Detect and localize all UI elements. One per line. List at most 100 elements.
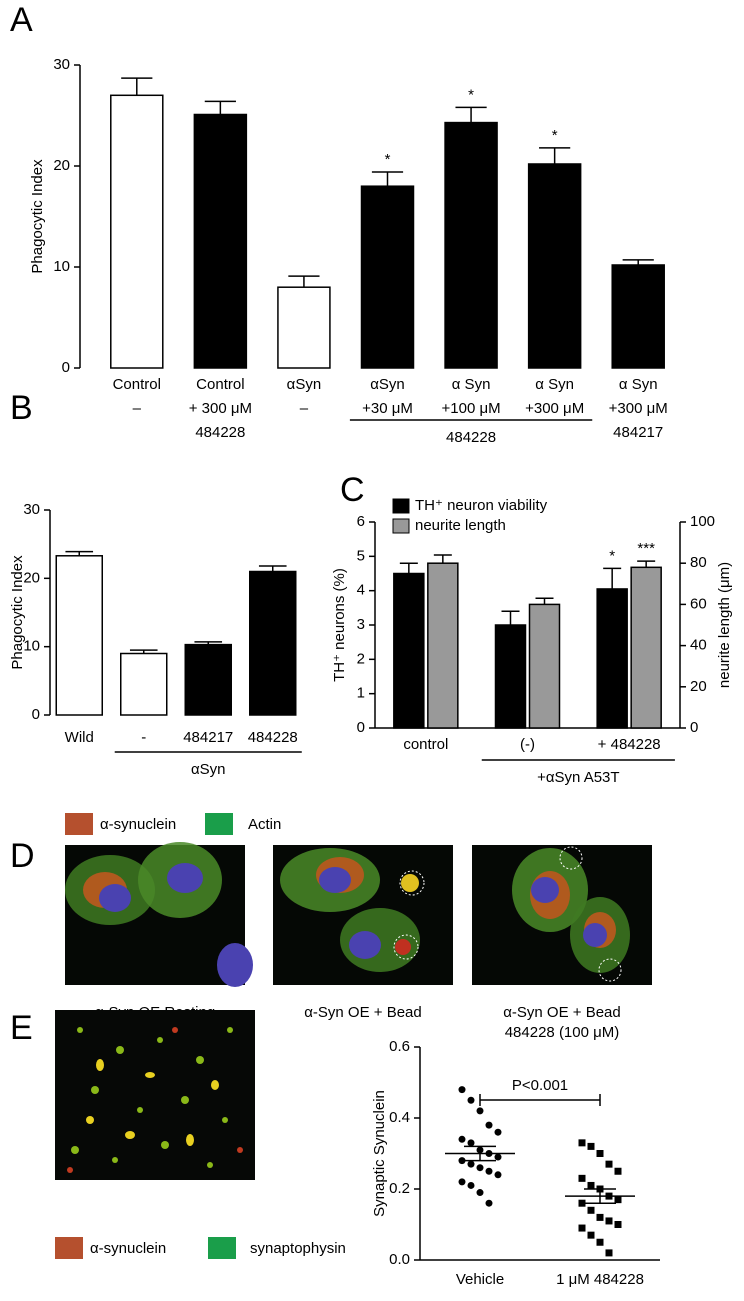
y-tick-label: 6 — [357, 513, 365, 530]
data-point — [458, 1178, 466, 1186]
significance: * — [552, 127, 558, 144]
y-axis-label: TH⁺ neurons (%) — [331, 568, 348, 682]
legend-swatch — [205, 813, 233, 835]
data-point — [494, 1171, 502, 1179]
legend-label: TH⁺ neuron viability — [415, 497, 548, 514]
x-tick-label: α Syn — [535, 376, 574, 393]
bar — [427, 562, 459, 729]
legend-label: Actin — [248, 816, 281, 833]
y-axis-label: Synaptic Synuclein — [371, 1090, 388, 1217]
x-tick-label: + 484228 — [598, 736, 661, 753]
bar — [444, 121, 498, 369]
data-point — [596, 1238, 604, 1246]
x-tick-label: Vehicle — [456, 1271, 504, 1288]
x-tick-label: 1 μM 484228 — [556, 1271, 644, 1288]
micrograph — [472, 845, 652, 985]
data-point — [467, 1096, 475, 1104]
data-point — [614, 1221, 622, 1228]
legend-label: synaptophysin — [250, 1240, 346, 1257]
annotation: P<0.001 — [512, 1077, 568, 1094]
x-tick-label: α Syn — [452, 376, 491, 393]
x-tick-label: αSyn — [287, 376, 322, 393]
x-tick-label: +30 μM — [362, 400, 413, 417]
data-point — [587, 1231, 595, 1239]
micrograph — [65, 842, 253, 987]
data-point — [485, 1121, 493, 1129]
legend-label: α-synuclein — [90, 1240, 166, 1257]
y-tick-label: 5 — [357, 547, 365, 564]
y-tick-label: 0 — [357, 719, 365, 736]
bar — [249, 570, 297, 716]
bar — [528, 603, 561, 729]
y-tick-label: 20 — [53, 157, 70, 174]
x-tick-label: α Syn — [619, 376, 658, 393]
data-point — [476, 1164, 484, 1172]
group-label: αSyn — [191, 761, 226, 778]
bar — [494, 624, 527, 729]
data-point — [467, 1181, 475, 1189]
panel-label: A — [10, 1, 33, 39]
x-tick-label: αSyn — [370, 376, 405, 393]
y-tick-label: 0.4 — [389, 1109, 410, 1126]
bar — [110, 94, 164, 369]
x-tick-label: +300 μM — [525, 400, 584, 417]
y2-tick-label: 0 — [690, 719, 698, 736]
data-point — [467, 1139, 475, 1147]
x-tick-label: 484217 — [183, 729, 233, 746]
x-tick-label: – — [300, 400, 309, 417]
data-point — [494, 1153, 502, 1161]
data-point — [578, 1174, 586, 1182]
bar — [120, 652, 168, 716]
legend-swatch — [65, 813, 93, 835]
y-tick-label: 30 — [53, 56, 70, 73]
data-point — [485, 1167, 493, 1175]
data-point — [587, 1181, 595, 1189]
panel-label: D — [10, 837, 35, 875]
x-tick-label: - — [141, 729, 146, 746]
y-tick-label: 10 — [53, 258, 70, 275]
legend-swatch — [392, 498, 410, 514]
y2-tick-label: 80 — [690, 554, 707, 571]
x-tick-label: – — [133, 400, 142, 417]
data-point — [458, 1135, 466, 1143]
y-axis-label: Phagocytic Index — [29, 159, 46, 274]
y-tick-label: 1 — [357, 685, 365, 702]
data-point — [494, 1128, 502, 1136]
x-tick-label: + 300 μM — [189, 400, 252, 417]
y-tick-label: 30 — [23, 501, 40, 518]
data-point — [596, 1213, 604, 1221]
data-point — [605, 1249, 613, 1257]
caption: 484228 (100 μM) — [505, 1024, 620, 1041]
data-point — [578, 1199, 586, 1207]
y2-tick-label: 60 — [690, 595, 707, 612]
data-point — [614, 1196, 622, 1204]
caption: α-Syn OE + Bead — [503, 1004, 620, 1021]
x-tick-label: 484217 — [613, 424, 663, 441]
x-tick-label: (-) — [520, 736, 535, 753]
bar — [611, 264, 665, 369]
bar — [55, 555, 103, 716]
x-tick-label: Wild — [65, 729, 94, 746]
bar — [360, 185, 415, 369]
y-tick-label: 20 — [23, 569, 40, 586]
y2-tick-label: 40 — [690, 637, 707, 654]
bar — [184, 643, 232, 716]
bar — [193, 113, 248, 369]
significance: * — [385, 151, 391, 168]
legend-swatch — [55, 1237, 83, 1259]
y-tick-label: 0 — [32, 706, 40, 723]
y-tick-label: 0.0 — [389, 1251, 410, 1268]
x-tick-label: Control — [113, 376, 161, 393]
y-tick-label: 3 — [357, 616, 365, 633]
group-label: 484228 — [446, 429, 496, 446]
legend-swatch — [208, 1237, 236, 1259]
data-point — [578, 1139, 586, 1147]
data-point — [587, 1142, 595, 1150]
y-axis-label: Phagocytic Index — [9, 555, 26, 670]
y2-tick-label: 100 — [690, 513, 715, 530]
y-tick-label: 4 — [357, 582, 365, 599]
x-tick-label: 484228 — [195, 424, 245, 441]
data-point — [476, 1107, 484, 1115]
micrograph — [55, 1010, 255, 1180]
